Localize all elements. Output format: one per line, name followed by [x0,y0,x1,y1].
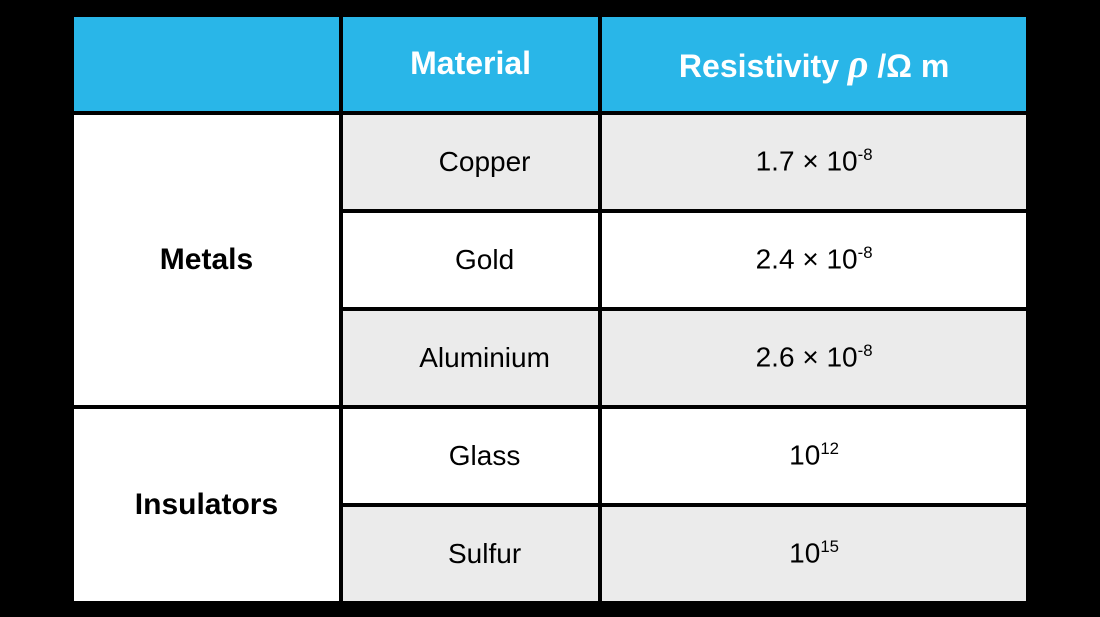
value-cell: 2.6 × 10-8 [600,309,1028,407]
material-cell: Gold [341,211,600,309]
material-cell: Copper [341,113,600,211]
category-insulators: Insulators [72,407,341,603]
value-cell: 1015 [600,505,1028,603]
table-row: Insulators Glass 1012 [72,407,1028,505]
value-cell: 1012 [600,407,1028,505]
material-cell: Glass [341,407,600,505]
material-cell: Sulfur [341,505,600,603]
material-cell: Aluminium [341,309,600,407]
value-cell: 1.7 × 10-8 [600,113,1028,211]
resistivity-table: Material Resistivity ρ /Ω m Metals Coppe… [70,13,1030,605]
header-category [72,15,341,113]
value-cell: 2.4 × 10-8 [600,211,1028,309]
table-header-row: Material Resistivity ρ /Ω m [72,15,1028,113]
header-material: Material [341,15,600,113]
header-resistivity: Resistivity ρ /Ω m [600,15,1028,113]
table-row: Metals Copper 1.7 × 10-8 [72,113,1028,211]
category-metals: Metals [72,113,341,407]
